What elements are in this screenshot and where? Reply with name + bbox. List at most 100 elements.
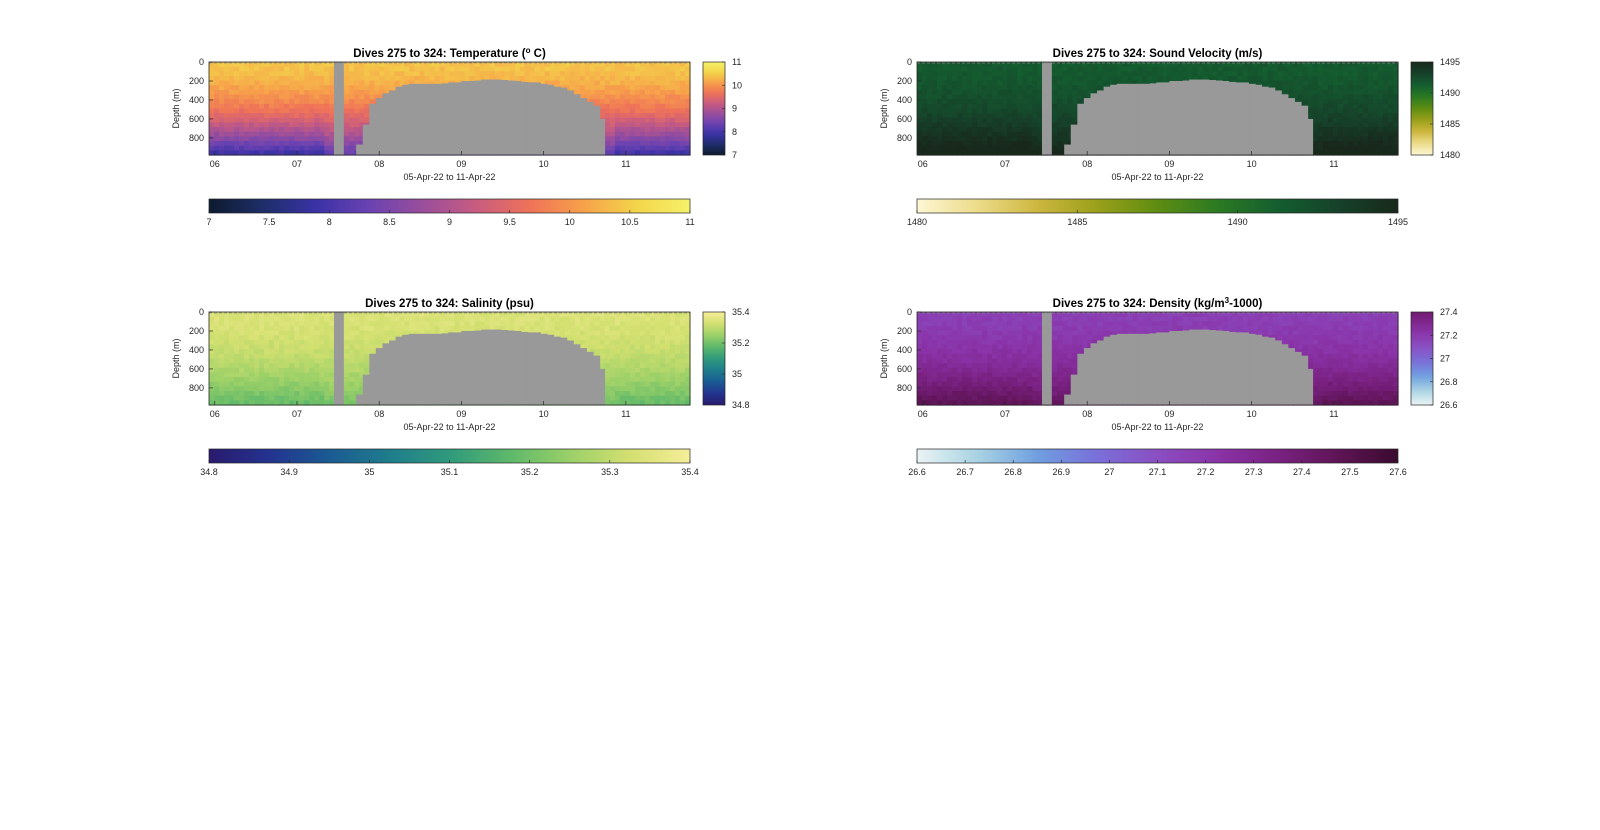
heatmap-cell	[209, 103, 215, 110]
heatmap-cell	[384, 89, 390, 96]
heatmap-cell	[509, 71, 516, 77]
heatmap-cell	[224, 141, 230, 147]
heatmap-cell	[249, 377, 255, 383]
heatmap-cell	[329, 372, 335, 378]
heatmap-cell	[1382, 150, 1389, 156]
heatmap-cell	[349, 363, 355, 369]
heatmap-cell	[664, 122, 671, 128]
heatmap-cell	[324, 312, 330, 318]
heatmap-cell	[1192, 75, 1199, 82]
heatmap-cell	[269, 377, 275, 383]
heatmap-cell	[299, 66, 305, 72]
heatmap-cell	[329, 113, 335, 119]
heatmap-cell	[1382, 99, 1389, 105]
heatmap-cell	[314, 108, 320, 114]
heatmap-cell	[229, 131, 235, 137]
heatmap-cell	[1052, 108, 1058, 114]
heatmap-cell	[1367, 66, 1374, 72]
heatmap-cell	[1347, 66, 1354, 72]
heatmap-cell	[314, 89, 320, 96]
heatmap-cell	[1027, 99, 1033, 105]
heatmap-cell	[359, 71, 365, 77]
heatmap-cell	[349, 141, 355, 147]
heatmap-cell	[927, 145, 933, 151]
heatmap-cell	[1052, 94, 1058, 100]
heatmap-cell	[269, 339, 275, 346]
heatmap-cell	[1317, 80, 1324, 86]
heatmap-cell	[972, 85, 978, 91]
heatmap-cell	[209, 358, 215, 364]
heatmap-cell	[369, 80, 375, 86]
heatmap-cell	[1382, 117, 1389, 124]
heatmap-cell	[284, 381, 290, 387]
heatmap-cell	[594, 99, 601, 105]
heatmap-cell	[364, 94, 370, 100]
heatmap-cell	[932, 80, 938, 86]
heatmap-cell	[962, 62, 968, 68]
heatmap-cell	[344, 113, 350, 119]
heatmap-cell	[264, 395, 270, 401]
heatmap-cell	[659, 62, 666, 68]
no-data-step	[1294, 101, 1302, 155]
heatmap-cell	[614, 141, 621, 147]
heatmap-cell	[219, 339, 225, 346]
heatmap-cell	[299, 99, 305, 105]
heatmap-cell	[1332, 127, 1339, 133]
heatmap-cell	[214, 312, 220, 318]
heatmap-cell	[214, 353, 220, 360]
heatmap-cell	[249, 335, 255, 341]
heatmap-cell	[214, 377, 220, 383]
chart-sound_velocity: Dives 275 to 324: Sound Velocity (m/s)06…	[879, 48, 1460, 227]
heatmap-cell	[1107, 62, 1114, 68]
heatmap-cell	[629, 113, 636, 119]
heatmap-cell	[364, 62, 370, 68]
heatmap-cell	[679, 103, 686, 110]
heatmap-cell	[1012, 122, 1018, 128]
heatmap-cell	[364, 312, 370, 318]
heatmap-cell	[369, 75, 375, 82]
heatmap-cell	[259, 127, 265, 133]
heatmap-cell	[289, 89, 295, 96]
heatmap-cell	[269, 85, 275, 91]
heatmap-cell	[224, 85, 230, 91]
heatmap-cell	[229, 367, 235, 374]
heatmap-cell	[674, 71, 681, 77]
heatmap-cell	[917, 89, 923, 96]
heatmap-cell	[319, 316, 325, 322]
heatmap-cell	[917, 122, 923, 128]
heatmap-cell	[264, 321, 270, 327]
heatmap-cell	[1362, 89, 1369, 96]
heatmap-cell	[1007, 71, 1013, 77]
heatmap-cell	[1272, 80, 1279, 86]
heatmap-cell	[209, 122, 215, 128]
heatmap-cell	[1052, 103, 1058, 110]
heatmap-cell	[1142, 75, 1149, 82]
heatmap-cell	[484, 66, 491, 72]
heatmap-cell	[539, 80, 546, 86]
heatmap-cell	[279, 321, 285, 327]
heatmap-cell	[1062, 85, 1068, 91]
heatmap-cell	[1357, 89, 1364, 96]
heatmap-cell	[1322, 127, 1329, 133]
heatmap-cell	[454, 75, 461, 82]
heatmap-cell	[1352, 108, 1359, 114]
heatmap-cell	[219, 367, 225, 374]
heatmap-cell	[634, 108, 641, 114]
heatmap-cell	[1367, 62, 1374, 68]
heatmap-cell	[229, 381, 235, 387]
heatmap-cell	[239, 108, 245, 114]
heatmap-cell	[569, 75, 576, 82]
heatmap-cell	[649, 66, 656, 72]
heatmap-cell	[619, 80, 626, 86]
heatmap-cell	[289, 330, 295, 336]
heatmap-cell	[1027, 94, 1033, 100]
heatmap-cell	[219, 94, 225, 100]
no-data-step	[599, 118, 606, 155]
heatmap-cell	[439, 312, 446, 318]
heatmap-cell	[364, 80, 370, 86]
heatmap-cell	[1212, 66, 1219, 72]
heatmap-cell	[324, 66, 330, 72]
heatmap-cell	[1327, 94, 1334, 100]
heatmap-cell	[1187, 75, 1194, 82]
